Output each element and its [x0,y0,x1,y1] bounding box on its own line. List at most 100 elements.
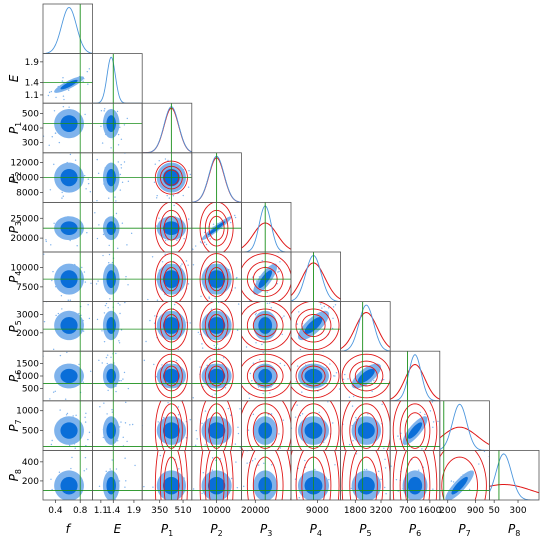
posterior-sample [502,449,503,450]
posterior-sample [82,330,85,332]
posterior-sample [52,270,54,273]
y-tick-label: 500 [22,109,39,119]
posterior-sample [95,100,96,101]
y-axis-label: P8 [7,469,23,481]
posterior-sample [210,308,213,310]
posterior-sample [104,108,106,110]
posterior-sample [421,448,423,450]
posterior-sample [189,322,191,324]
panel-P8-vs-E [92,449,143,501]
posterior-sample [78,363,80,366]
posterior-sample [51,488,53,491]
y-tick-label: 1500 [16,360,39,370]
y-tick-label: 1.4 [25,79,40,89]
posterior-sample [61,80,64,82]
posterior-sample [143,485,145,488]
y-tick-label: 500 [22,384,39,394]
prior-contour [246,403,284,451]
panel-P6-vs-P5 [338,350,391,409]
posterior-sample [294,416,297,418]
posterior-sample [87,178,89,180]
posterior-sample [138,237,139,238]
x-axis-label: P8 [508,522,520,538]
posterior-sample [328,479,330,481]
posterior-sample [278,433,280,435]
posterior-sample [237,426,239,428]
posterior-sample [103,186,104,187]
posterior-sample [205,243,208,246]
posterior-sample [212,223,215,225]
posterior-sample [68,444,71,447]
posterior-sample [64,398,67,400]
posterior-sample [334,464,336,466]
posterior-sample [279,362,282,365]
panel-P8-vs-P4 [290,449,341,501]
posterior-sample [180,265,182,267]
posterior-sample [262,392,264,395]
posterior-sample [50,478,52,480]
posterior-sample [85,188,87,190]
posterior-sample [53,222,55,224]
posterior-sample [252,413,255,416]
posterior-sample [243,358,244,359]
posterior-sample [115,468,118,470]
posterior-sample [62,95,65,97]
posterior-sample [173,525,174,526]
posterior-sample [187,264,189,266]
posterior-sample [111,411,114,413]
posterior-sample [127,387,130,390]
posterior-sample [279,511,280,512]
y-axis-label: P6 [7,370,23,382]
x-tick-label: 0.8 [73,506,88,516]
posterior-sample [156,194,158,197]
prior-curve [489,484,539,494]
posterior-1sigma-region [60,368,78,384]
prior-contour [208,365,225,387]
posterior-sample [123,124,126,126]
posterior-sample [347,378,349,380]
posterior-sample [101,142,104,144]
prior-curve [439,426,490,446]
posterior-sample [371,390,373,393]
panel-P6-vs-f [42,350,93,402]
posterior-sample [262,414,263,415]
panel-P3-vs-E [92,201,143,253]
posterior-sample [437,420,439,423]
panel-P7-vs-P6 [389,400,441,451]
x-axis-label: P2 [210,522,222,538]
posterior-sample [119,173,122,176]
posterior-sample [83,174,86,177]
prior-contour [241,353,291,399]
posterior-sample [344,373,346,376]
posterior-sample [149,319,151,322]
panel-frame [141,102,193,154]
y-tick-label: 400 [22,124,39,134]
posterior-sample [98,224,100,226]
posterior-sample [338,408,339,409]
posterior-sample [120,421,122,423]
posterior-sample [105,356,108,359]
posterior-sample [116,110,119,113]
posterior-sample [281,374,282,375]
posterior-sample [254,458,256,460]
prior-contour [204,403,229,451]
posterior-sample [351,521,352,522]
posterior-sample [214,297,216,299]
posterior-sample [395,478,398,481]
y-tick-label: 7500 [16,283,39,293]
posterior-sample [188,458,189,459]
prior-contour [252,412,278,449]
posterior-sample [181,263,183,265]
posterior-sample [82,381,84,383]
diag-panel-P1 [141,102,193,154]
posterior-sample [76,502,77,503]
posterior-sample [237,303,240,305]
posterior-1sigma-region [357,476,375,495]
posterior-sample [118,380,121,382]
posterior-1sigma-region [60,476,78,495]
posterior-sample [40,223,41,224]
posterior-sample [201,343,203,345]
posterior-sample [377,470,380,473]
y-tick-label: 1000 [16,407,39,417]
posterior-sample [295,381,297,383]
